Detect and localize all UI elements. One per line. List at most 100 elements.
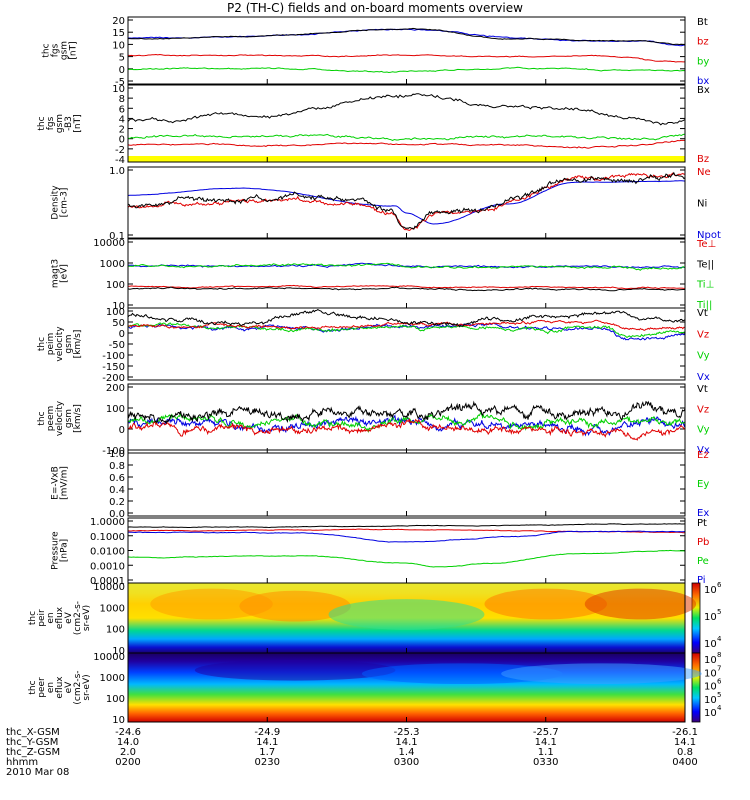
- y-axis-label: gsm: [60, 41, 70, 60]
- panel-frame: [127, 84, 686, 163]
- y-tick-label: 0: [119, 329, 125, 340]
- x-tick-label: 1.4: [399, 747, 415, 758]
- vt-series: [127, 309, 686, 328]
- x-tick-label: 0.8: [677, 747, 693, 758]
- y-tick-label: 0.8: [109, 461, 125, 472]
- y-tick-label: 100: [106, 307, 125, 318]
- y-tick-label: 0.1: [109, 231, 125, 242]
- legend-entry: Ti⊥: [696, 280, 714, 291]
- y-axis-label: thc: [37, 116, 47, 130]
- y-tick-label: -150: [102, 362, 125, 373]
- legend-entry: Te||: [696, 259, 714, 270]
- y-tick-label: 10: [112, 646, 125, 657]
- legend-entry: Vt: [697, 308, 708, 319]
- y-axis-label: sr-eV): [82, 605, 92, 631]
- y-tick-label: 1.0000: [90, 517, 125, 528]
- y-tick-label: 1000: [100, 673, 125, 684]
- y-tick-label: 100: [106, 694, 125, 705]
- y-tick-label: 10: [112, 301, 125, 312]
- x-axis-row-label: hhmm: [6, 757, 38, 768]
- x-tick-label: -25.7: [533, 727, 559, 738]
- y-axis-label: velocity: [55, 326, 65, 362]
- colorbar-exponent: 8: [717, 651, 721, 659]
- y-tick-label: -200: [102, 373, 125, 384]
- y-tick-label: 0.0001: [90, 576, 125, 587]
- y-axis-label: Pressure: [51, 531, 61, 570]
- spectrogram-feature: [150, 588, 273, 620]
- x-tick-label: 14.1: [674, 737, 696, 748]
- vz-e-series: [127, 417, 686, 441]
- y-tick-label: 0: [119, 425, 125, 436]
- y-tick-label: 100: [106, 625, 125, 636]
- legend-entry: Bz: [697, 154, 709, 165]
- legend-entry: Ti||: [696, 300, 712, 311]
- colorbar-exponent: 4: [717, 704, 722, 712]
- legend-entry: Ex: [697, 508, 709, 519]
- y-axis-label: [mV/m]: [60, 466, 70, 500]
- y-tick-label: 1.0: [109, 166, 125, 177]
- y-axis-label: fgs: [51, 43, 61, 57]
- y-tick-label: 0.0010: [90, 561, 125, 572]
- colorbar-label: 10: [704, 708, 717, 719]
- y-axis-label: thc: [28, 680, 38, 694]
- y-axis-label: [nT]: [69, 41, 79, 59]
- y-tick-label: 10: [112, 715, 125, 726]
- electron-spectrogram: [128, 653, 685, 722]
- y-tick-label: 1000: [100, 603, 125, 614]
- ni-series: [127, 171, 686, 230]
- y-tick-label: -4: [115, 155, 125, 166]
- legend-entry: Vy: [697, 425, 710, 436]
- spectrogram-feature: [361, 663, 563, 685]
- colorbar-exponent: 7: [717, 664, 721, 672]
- x-tick-label: 14.1: [256, 737, 278, 748]
- x-axis-row-label: thc_Y-GSM: [6, 737, 58, 748]
- te-par-series: [127, 286, 685, 292]
- x-tick-label: 0230: [255, 757, 280, 768]
- legend-entry: Npot: [697, 230, 721, 241]
- colorbar-exponent: 4: [717, 635, 722, 643]
- spectrogram-feature: [328, 599, 485, 630]
- x-tick-label: -24.6: [115, 727, 141, 738]
- y-tick-label: -100: [102, 351, 125, 362]
- y-axis-label: gsm: [64, 334, 74, 353]
- y-axis-label: [nPa]: [60, 539, 70, 562]
- colorbar-exponent: 6: [717, 678, 722, 686]
- vt-e-series: [127, 400, 686, 425]
- bz2-series: [127, 139, 685, 149]
- legend-entry: Vx: [697, 445, 710, 456]
- x-tick-label: -24.9: [254, 727, 280, 738]
- x-tick-label: 0200: [115, 757, 140, 768]
- legend-entry: by: [697, 56, 709, 67]
- y-tick-label: 10000: [93, 238, 125, 249]
- bx2-series: [127, 93, 686, 126]
- y-tick-label: 200: [106, 383, 125, 394]
- y-tick-label: 0.6: [109, 473, 125, 484]
- y-tick-label: 100: [106, 404, 125, 415]
- legend-entry: Pi: [697, 575, 706, 586]
- bx-series: [128, 28, 686, 47]
- x-tick-label: -26.1: [672, 727, 698, 738]
- pe-series: [127, 549, 686, 568]
- y-axis-label: magt3: [51, 259, 61, 288]
- x-tick-label: 0300: [394, 757, 419, 768]
- y-tick-label: 8: [119, 94, 125, 105]
- y-axis-label: (cm2-s-: [73, 670, 83, 704]
- x-tick-label: 2.0: [120, 747, 136, 758]
- y-tick-label: 0.2: [109, 497, 125, 508]
- colorbar-exponent: 6: [717, 581, 722, 589]
- x-axis-row-label: thc_X-GSM: [6, 727, 60, 738]
- legend-entry: bz: [697, 37, 709, 48]
- colorbar-label: 10: [704, 668, 717, 679]
- y-tick-label: 0.4: [109, 485, 125, 496]
- y-axis-label: eV: [64, 611, 74, 624]
- spectrogram-feature: [484, 588, 608, 620]
- spectrogram-feature: [501, 663, 702, 685]
- y-tick-label: 0: [119, 135, 125, 146]
- by-series: [128, 66, 686, 74]
- colorbar-label: 10: [704, 585, 717, 596]
- y-axis-label: (cm2-s-: [73, 601, 83, 635]
- x-tick-label: 14.1: [535, 737, 557, 748]
- x-tick-label: -25.3: [394, 727, 420, 738]
- pt-series: [127, 523, 686, 529]
- y-axis-label: [nT]: [73, 114, 83, 132]
